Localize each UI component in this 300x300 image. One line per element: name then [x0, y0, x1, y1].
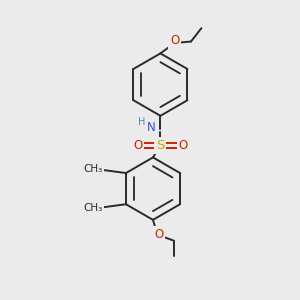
Text: CH₃: CH₃: [83, 164, 102, 174]
Text: S: S: [156, 139, 165, 152]
Text: O: O: [133, 139, 142, 152]
Text: N: N: [147, 121, 156, 134]
Text: O: O: [170, 34, 179, 47]
Text: H: H: [138, 117, 146, 128]
Text: CH₃: CH₃: [83, 203, 102, 213]
Text: O: O: [154, 228, 164, 241]
Text: O: O: [179, 139, 188, 152]
